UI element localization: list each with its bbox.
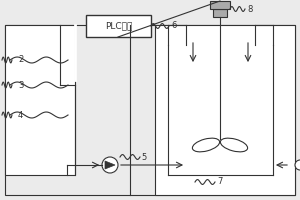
Circle shape: [295, 160, 300, 170]
Bar: [86, 15, 151, 37]
Ellipse shape: [220, 138, 248, 152]
Bar: [5, 25, 295, 195]
Text: 6: 6: [171, 21, 176, 30]
Bar: [213, 9, 227, 17]
Text: PLC控制: PLC控制: [105, 21, 132, 30]
Circle shape: [102, 157, 118, 173]
Text: 7: 7: [217, 178, 222, 186]
Polygon shape: [105, 161, 115, 169]
Text: 8: 8: [247, 4, 252, 14]
Text: 4: 4: [18, 110, 23, 119]
Text: 2: 2: [18, 55, 23, 64]
Bar: [210, 1, 230, 9]
Text: 3: 3: [18, 80, 23, 90]
Ellipse shape: [192, 138, 220, 152]
Bar: [155, 25, 295, 195]
Text: 5: 5: [141, 152, 146, 162]
Bar: [5, 25, 75, 175]
